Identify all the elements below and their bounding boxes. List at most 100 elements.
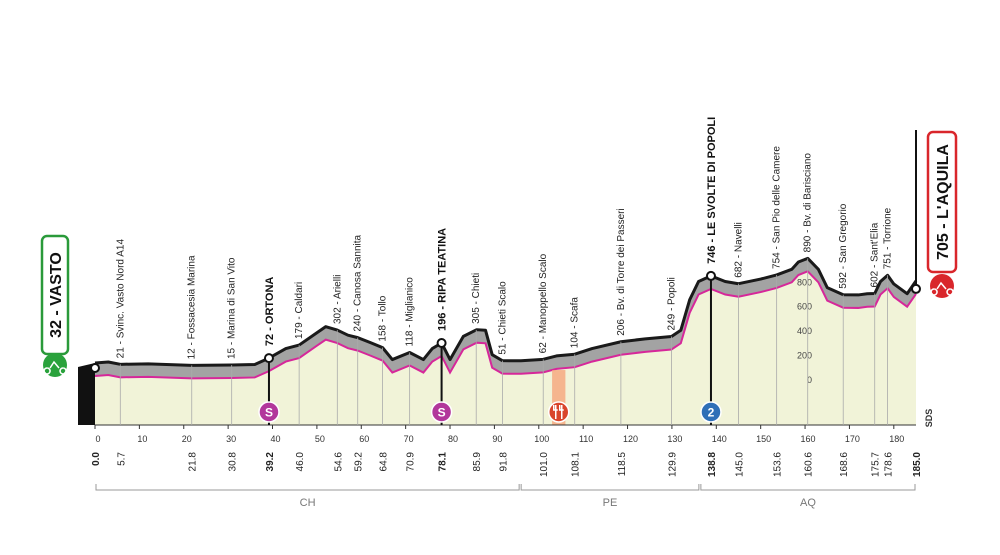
km-label: 46.0 (295, 452, 306, 472)
x-tick-label: 50 (315, 434, 325, 444)
waypoint-label: 682 - Navelli (733, 222, 744, 278)
x-tick-label: 120 (623, 434, 638, 444)
x-tick-label: 180 (889, 434, 904, 444)
feed-icon (548, 401, 570, 423)
km-label: 101.0 (539, 452, 550, 477)
waypoint-label: 302 - Arielli (332, 275, 343, 324)
finish-icon (930, 274, 954, 298)
km-label: 64.8 (379, 452, 390, 472)
x-tick-label: 110 (579, 434, 593, 444)
km-label: 108.1 (571, 452, 582, 477)
x-tick-label: 150 (756, 434, 771, 444)
finish-box (926, 130, 958, 274)
waypoint-label: 118 - Miglianico (405, 277, 416, 347)
kom-icon (700, 401, 722, 423)
waypoint-label: 104 - Scafa (570, 297, 581, 349)
km-label: 39.2 (265, 452, 276, 472)
waypoint-label: 179 - Caldari (294, 282, 305, 339)
km-label: 118.5 (617, 452, 628, 477)
icon-label: 2 (708, 406, 715, 420)
km-label: 160.6 (804, 452, 815, 477)
waypoint-dot (263, 353, 274, 364)
km-label: 129.9 (667, 452, 678, 477)
waypoint-label: 249 - Popoli (666, 277, 677, 330)
start-label: 32 - VASTO (48, 252, 65, 338)
km-label: 185.0 (912, 452, 923, 477)
region-label: CH (300, 497, 316, 509)
waypoint-dot (436, 337, 447, 348)
waypoint-label: 72 - ORTONA (264, 277, 276, 347)
km-label: 145.0 (734, 452, 745, 477)
waypoint-label: 21 - Svinc. Vasto Nord A14 (115, 239, 126, 359)
y-tick-label: 400 (797, 326, 812, 336)
x-tick-label: 100 (534, 434, 549, 444)
km-label: 70.9 (406, 452, 417, 472)
waypoint-label: 754 - San Pio delle Camere (772, 146, 783, 269)
x-tick-label: 70 (404, 434, 414, 444)
x-tick-label: 40 (271, 434, 281, 444)
km-label: 175.7 (871, 452, 882, 477)
region-label: PE (603, 497, 618, 509)
start-wall (78, 362, 95, 425)
waypoint-dot (705, 270, 716, 281)
start-icon (43, 353, 67, 377)
region-label: AQ (800, 497, 816, 509)
sprint-icon (258, 401, 280, 423)
region-bracket (700, 484, 916, 491)
x-tick-label: 30 (226, 434, 236, 444)
waypoint-label: 15 - Marina di San Vito (227, 257, 238, 359)
y-tick-label: 600 (797, 302, 812, 312)
icon-label: S (438, 406, 446, 420)
km-label: 178.6 (884, 452, 895, 477)
bike-glyph (930, 281, 954, 296)
waypoint-label: 305 - Chieti (471, 273, 482, 324)
x-tick-label: 20 (182, 434, 192, 444)
x-tick-label: 60 (359, 434, 369, 444)
brand: SDS (924, 409, 934, 428)
waypoint-label: 751 - Torrione (883, 207, 894, 269)
x-tick-label: 140 (712, 434, 727, 444)
waypoint-label: 196 - RIPA TEATINA (437, 228, 449, 331)
km-label: 138.8 (707, 452, 718, 477)
km-label: 21.8 (188, 452, 199, 472)
km-label: 168.6 (839, 452, 850, 477)
x-tick-label: 170 (845, 434, 860, 444)
waypoint-label: 12 - Fossacesia Marina (187, 255, 198, 359)
waypoint-label: 602 - Sant'Elia (870, 222, 881, 287)
waypoint-label: 592 - San Gregorio (838, 203, 849, 288)
km-label: 153.6 (773, 452, 784, 477)
sprint-icon (430, 401, 453, 423)
km-label: 59.2 (354, 452, 365, 472)
y-tick-label: 800 (797, 277, 812, 287)
finish-dot (911, 283, 921, 294)
x-tick-label: 160 (801, 434, 816, 444)
y-tick-label: 0 (807, 375, 812, 385)
waypoint-label: 206 - Bv. di Torre dei Passeri (616, 208, 627, 335)
waypoint-label: 890 - Bv. di Barisciano (803, 153, 814, 253)
icon-label: S (265, 406, 273, 420)
waypoint-label: 240 - Canosa Sannita (353, 234, 364, 331)
region-bracket (520, 484, 700, 491)
region-bracket (95, 484, 520, 491)
km-label: 0.0 (91, 452, 102, 466)
start-dot (90, 362, 100, 373)
waypoint-label: 158 - Tollo (378, 295, 389, 341)
waypoint-label: 51 - Chieti Scalo (497, 281, 508, 355)
km-label: 85.9 (472, 452, 483, 472)
x-tick-label: 0 (95, 434, 100, 444)
km-label: 91.8 (498, 452, 509, 472)
x-tick-label: 130 (667, 434, 682, 444)
x-tick-label: 10 (137, 434, 147, 444)
km-label: 78.1 (438, 452, 449, 472)
km-label: 54.6 (333, 452, 344, 472)
feed-icon-glyph (553, 405, 564, 419)
waypoint-label: 746 - LE SVOLTE DI POPOLI (706, 117, 718, 264)
x-tick-label: 90 (492, 434, 502, 444)
bike-glyph (43, 360, 67, 375)
finish-label: 705 - L'AQUILA (935, 144, 952, 260)
waypoint-label: 62 - Manoppello Scalo (538, 253, 549, 353)
x-tick-label: 80 (448, 434, 458, 444)
km-label: 30.8 (228, 452, 239, 472)
km-label: 5.7 (116, 452, 127, 466)
